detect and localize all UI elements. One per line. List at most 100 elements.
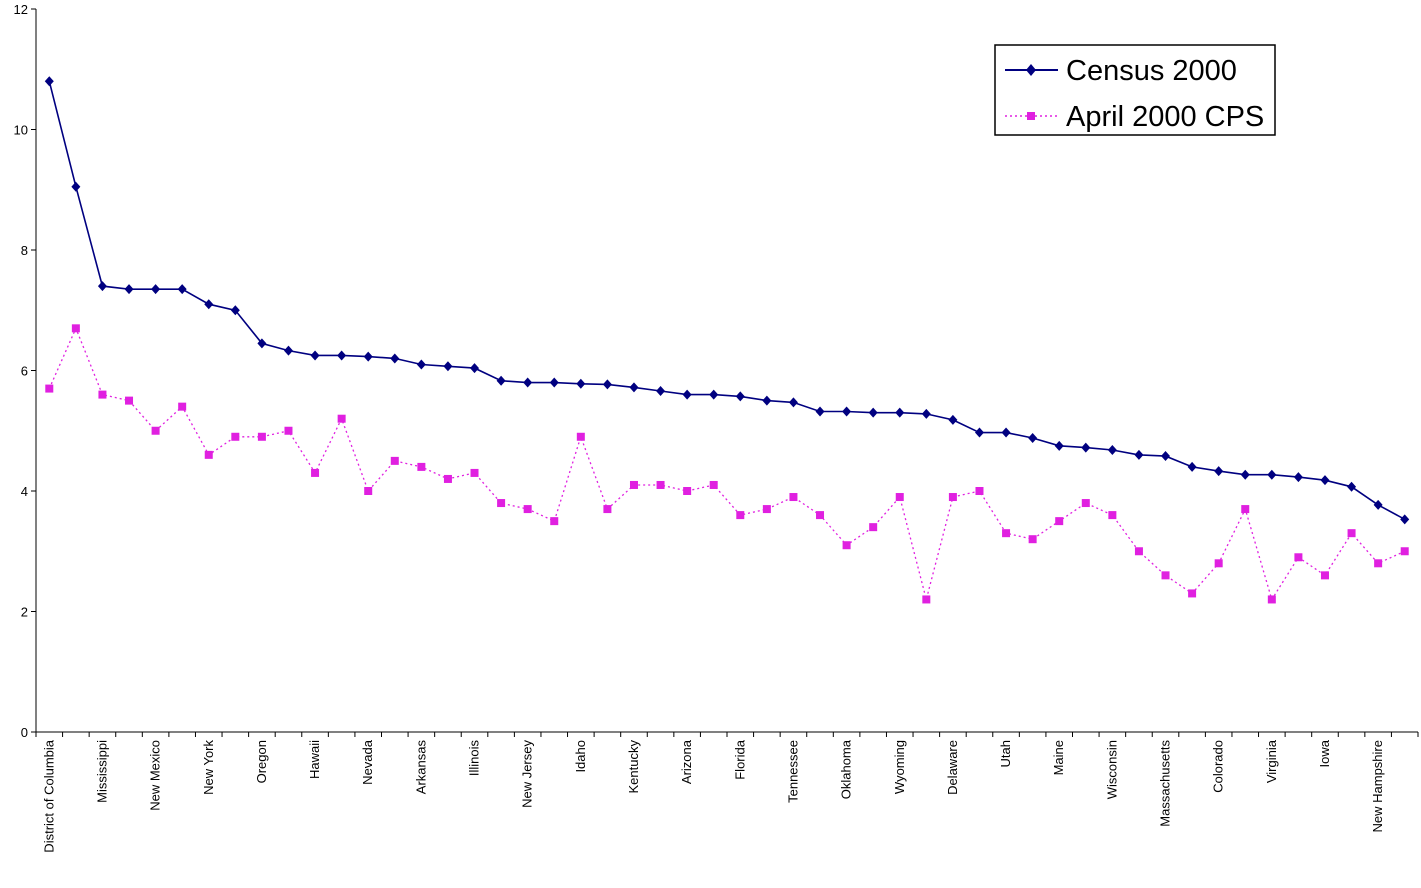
- data-point: [283, 345, 293, 356]
- x-category-label: Idaho: [573, 740, 588, 773]
- legend-marker-cps: [1027, 112, 1035, 120]
- data-point: [762, 395, 772, 406]
- x-category-label: Arkansas: [413, 740, 428, 795]
- data-point: [1294, 553, 1303, 562]
- x-category-label: New Hampshire: [1370, 740, 1385, 832]
- legend-marker-census: [1026, 64, 1036, 76]
- data-point: [1161, 451, 1171, 462]
- x-category-label: District of Columbia: [41, 739, 56, 852]
- x-category-label: Colorado: [1211, 740, 1226, 793]
- data-point: [656, 480, 665, 489]
- data-point: [125, 396, 134, 405]
- series-1: [45, 324, 1409, 604]
- data-point: [1028, 535, 1037, 544]
- data-point: [1001, 427, 1011, 438]
- data-point: [496, 375, 506, 386]
- data-point: [310, 350, 320, 361]
- y-tick-label: 10: [14, 123, 28, 138]
- data-point: [895, 407, 905, 418]
- data-point: [44, 76, 54, 87]
- data-point: [842, 406, 852, 417]
- data-point: [1400, 514, 1410, 525]
- data-point: [1002, 529, 1011, 538]
- data-point: [470, 468, 479, 477]
- y-tick-label: 4: [21, 484, 28, 499]
- x-category-label: Maine: [1051, 740, 1066, 775]
- x-category-label: Illinois: [467, 740, 482, 777]
- data-point: [124, 284, 134, 295]
- data-point: [921, 408, 931, 419]
- data-point: [895, 493, 904, 502]
- legend-box: [994, 44, 1276, 136]
- data-point: [789, 493, 798, 502]
- legend: Census 2000 April 2000 CPS: [994, 44, 1276, 136]
- legend-label-cps: April 2000 CPS: [1066, 101, 1264, 133]
- series-line: [48, 81, 1406, 521]
- data-point: [815, 406, 825, 417]
- data-point: [788, 397, 798, 408]
- data-point: [576, 378, 586, 389]
- data-point: [98, 390, 107, 399]
- data-point: [231, 432, 240, 441]
- data-point: [71, 181, 81, 192]
- x-category-label: Iowa: [1317, 739, 1332, 767]
- data-point: [71, 324, 80, 333]
- data-point: [948, 414, 958, 425]
- x-category-label: Delaware: [945, 740, 960, 795]
- data-point: [709, 389, 719, 400]
- data-point: [151, 426, 160, 435]
- data-point: [1347, 529, 1356, 538]
- data-point: [364, 487, 373, 495]
- data-point: [177, 284, 187, 295]
- y-tick-label: 0: [21, 725, 28, 740]
- data-point: [390, 353, 400, 364]
- data-point: [470, 363, 480, 374]
- x-category-label: Oregon: [254, 740, 269, 783]
- data-point: [1187, 461, 1197, 472]
- data-point: [311, 468, 320, 477]
- data-point: [257, 432, 266, 441]
- data-point: [922, 595, 931, 604]
- x-category-label: Oklahoma: [839, 739, 854, 799]
- x-category-label: Massachusetts: [1158, 740, 1173, 827]
- data-point: [1134, 449, 1144, 460]
- data-point: [337, 350, 347, 361]
- data-point: [576, 432, 585, 441]
- data-point: [230, 305, 240, 316]
- data-point: [390, 456, 399, 465]
- data-point: [151, 284, 161, 295]
- data-point: [1320, 475, 1330, 486]
- x-category-label: Wyoming: [892, 740, 907, 794]
- legend-label-census: Census 2000: [1066, 55, 1237, 87]
- x-category-label: New Jersey: [520, 740, 535, 808]
- x-category-label: Tennessee: [785, 740, 800, 803]
- data-point: [549, 377, 559, 388]
- data-point: [709, 480, 718, 489]
- x-category-label: Arizona: [679, 739, 694, 784]
- y-axis-ticks: 0 2 4 6 8 10 12: [14, 2, 36, 740]
- x-category-label: Mississippi: [94, 740, 109, 803]
- data-point: [1267, 595, 1276, 604]
- data-point: [1054, 440, 1064, 451]
- data-point: [178, 402, 187, 411]
- y-tick-label: 2: [21, 605, 28, 620]
- data-point: [417, 462, 426, 471]
- x-category-label: Utah: [998, 740, 1013, 767]
- data-point: [975, 487, 984, 495]
- data-point: [948, 493, 957, 502]
- data-point: [257, 338, 267, 349]
- data-point: [497, 499, 506, 508]
- data-point: [1081, 499, 1090, 508]
- x-axis-categories: District of Columbia Mississippi New Mexic…: [35, 732, 1419, 853]
- data-point: [1188, 589, 1197, 598]
- series-0: [44, 76, 1410, 525]
- y-tick-label: 8: [21, 243, 28, 258]
- data-point: [204, 299, 214, 310]
- data-point: [629, 480, 638, 489]
- data-point: [363, 351, 373, 362]
- data-point: [284, 426, 293, 435]
- data-point: [974, 427, 984, 438]
- y-tick-label: 6: [21, 364, 28, 379]
- data-point: [1108, 511, 1117, 520]
